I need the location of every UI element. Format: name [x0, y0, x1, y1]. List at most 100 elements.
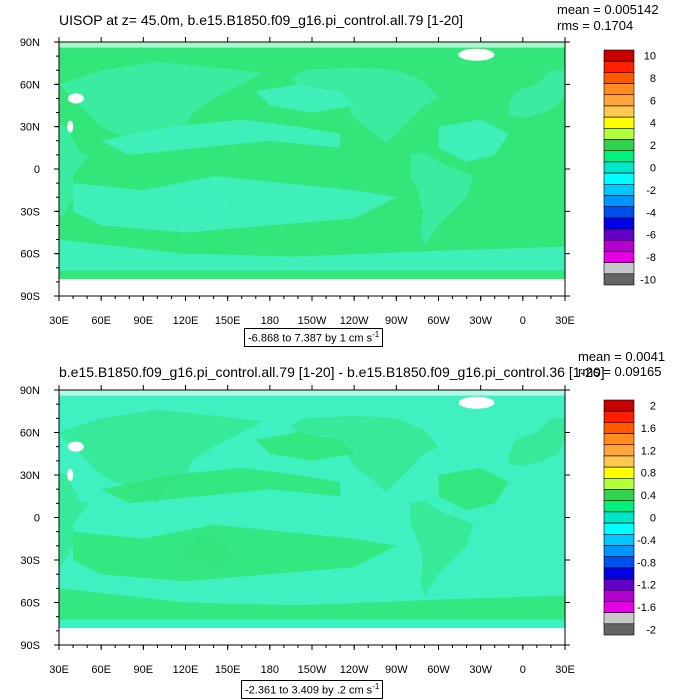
colorbar-swatch: [603, 206, 635, 219]
colorbar-swatch: [603, 172, 635, 185]
field-continental-region: [508, 70, 565, 119]
colorbar-swatch: [603, 489, 635, 502]
colorbar-label: 2: [650, 140, 656, 152]
rms-stat: rms = 0.1704: [557, 18, 634, 33]
contour-range-box: -2.361 to 3.409 by .2 cm s-1: [241, 680, 384, 699]
y-tick-label: 30S: [20, 555, 40, 567]
field-anomaly-region: [438, 467, 509, 511]
colorbar-swatch: [603, 422, 635, 434]
x-tick-label: 60W: [427, 664, 450, 676]
colorbar-swatch: [603, 150, 635, 163]
colorbar-swatch: [603, 578, 635, 591]
field-continental-region: [508, 418, 565, 467]
field-anomaly-region: [59, 588, 565, 620]
field-anomaly-region: [73, 176, 397, 233]
chart-svg: 30E 60E 90E 120E 150E 180 150W 120W 90W 60W 30W 0 30…: [20, 385, 656, 676]
colorbar-swatch: [603, 466, 635, 479]
missing-data-caspian: [67, 441, 84, 452]
chart-title: b.e15.B1850.f09_g16.pi_control.all.79 [1…: [59, 364, 605, 380]
missing-data-antarctica: [59, 628, 565, 645]
field-continental-region: [410, 152, 474, 247]
colorbar-swatch: [603, 262, 635, 275]
field-layer: [59, 390, 565, 645]
chart-svg: 30E 60E 90E 120E 150E 180 150W 120W 90W 60W 30W 0 30…: [20, 37, 656, 327]
x-tick-label: 30E: [555, 315, 575, 327]
colorbar-label: 0: [650, 163, 656, 175]
missing-data-caspian: [67, 93, 84, 104]
x-tick-label: 90W: [385, 315, 408, 327]
x-tick-label: 30E: [49, 664, 69, 676]
x-tick-label: 120W: [340, 664, 369, 676]
x-tick-label: 120W: [340, 315, 369, 327]
colorbar-label: 6: [650, 95, 656, 107]
x-tick-label: 60E: [91, 315, 111, 327]
missing-data-greenland: [458, 396, 495, 409]
colorbar-swatch: [603, 500, 635, 513]
colorbar-swatch: [603, 105, 635, 118]
colorbar-swatch: [603, 612, 635, 625]
colorbar-swatch: [603, 161, 635, 174]
colorbar-swatch: [603, 183, 635, 196]
missing-data-arctic: [59, 42, 565, 48]
y-tick-label: 90N: [20, 385, 40, 397]
colorbar-label: -4: [646, 207, 656, 219]
field-continental-region: [59, 123, 89, 218]
colorbar-swatch: [603, 94, 635, 107]
y-tick-label: 60S: [20, 249, 40, 261]
x-tick-label: 30E: [49, 315, 69, 327]
colorbar-swatch: [603, 139, 635, 152]
colorbar-label: -10: [640, 274, 656, 286]
colorbar-label: 10: [644, 51, 656, 63]
field-continental-region: [290, 415, 439, 492]
colorbar-swatch: [603, 239, 635, 252]
contour-range-units-exp: -1: [372, 682, 380, 691]
colorbar-swatch: [603, 83, 635, 96]
contour-range-box: -6.868 to 7.387 by 1 cm s-1: [244, 328, 384, 347]
x-tick-label: 90E: [134, 664, 154, 676]
colorbar-swatch: [603, 589, 635, 602]
x-tick-label: 0: [520, 664, 526, 676]
y-tick-label: 0: [34, 164, 40, 176]
colorbar: 2 1.6 1.2 0.8 0.4 0 -0.4 -0.8 -1.2 -1.6 -2: [603, 399, 656, 636]
colorbar-swatch: [603, 72, 635, 84]
colorbar-label: 0.8: [641, 468, 656, 480]
colorbar-swatch: [603, 601, 635, 613]
colorbar-label: -2: [646, 624, 656, 636]
field-continental-region: [410, 500, 474, 596]
x-tick-label: 150W: [298, 315, 327, 327]
y-tick-label: 90S: [20, 640, 40, 652]
x-tick-label: 150E: [215, 315, 241, 327]
x-tick-label: 120E: [173, 315, 199, 327]
x-tick-label: 180: [261, 315, 279, 327]
colorbar-label: -0.8: [637, 557, 656, 569]
rms-stat: rms = 0.09165: [578, 364, 662, 379]
colorbar-swatch: [603, 455, 635, 468]
field-continental-region: [59, 409, 263, 504]
x-tick-label: 90W: [385, 664, 408, 676]
colorbar-swatch: [603, 433, 635, 446]
colorbar-swatch: [603, 545, 635, 557]
colorbar-label: 1.6: [641, 423, 656, 435]
colorbar-label: -2: [646, 185, 656, 197]
colorbar-swatch: [603, 60, 635, 73]
x-tick-label: 90E: [134, 315, 154, 327]
missing-data-antarctica: [59, 279, 565, 296]
y-tick-label: 30S: [20, 206, 40, 218]
colorbar-label: 4: [650, 118, 656, 130]
y-tick-label: 0: [34, 513, 40, 525]
colorbar-label: 0: [650, 513, 656, 525]
chart-panel-bottom: b.e15.B1850.f09_g16.pi_control.all.79 [1…: [0, 350, 700, 700]
mean-stat: mean = 0.0041: [578, 349, 666, 364]
colorbar-swatch: [603, 522, 635, 535]
field-anomaly-region: [255, 84, 355, 113]
chart-title: UISOP at z= 45.0m, b.e15.B1850.f09_g16.p…: [59, 12, 464, 28]
colorbar-label: -0.4: [637, 535, 656, 547]
y-tick-label: 90S: [20, 291, 40, 303]
field-anomaly-region: [59, 239, 565, 271]
field-anomaly-region: [438, 119, 509, 162]
x-tick-label: 150W: [298, 664, 327, 676]
colorbar-swatch: [603, 217, 635, 230]
x-tick-label: 0: [520, 315, 526, 327]
x-tick-label: 120E: [173, 664, 199, 676]
colorbar-swatch: [603, 399, 635, 412]
